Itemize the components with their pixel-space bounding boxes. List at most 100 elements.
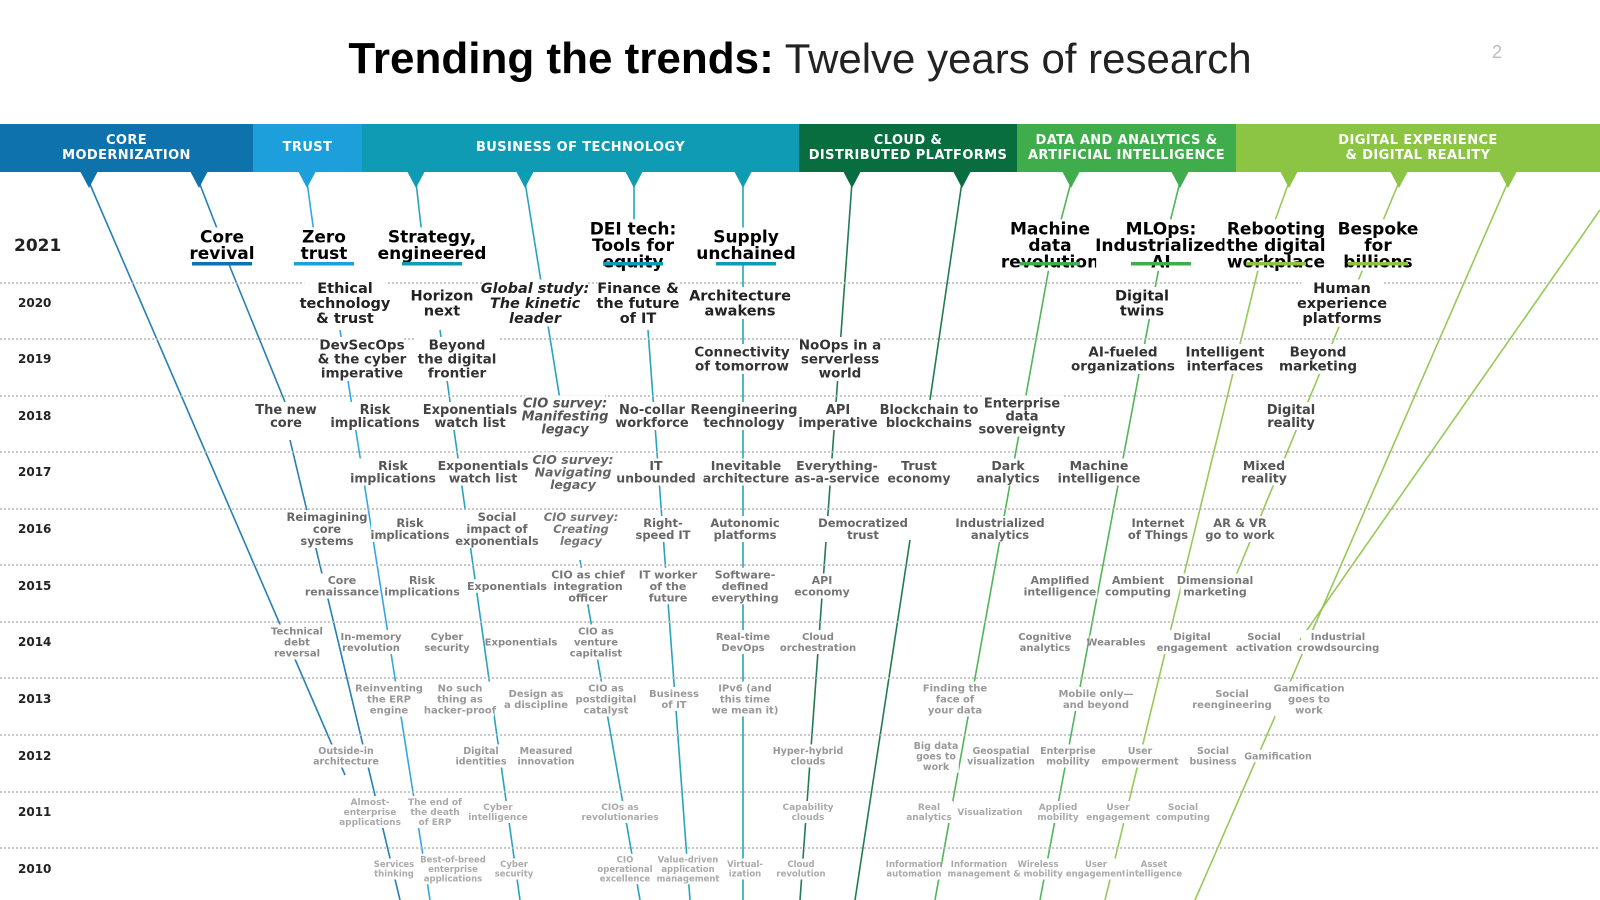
- year-label: 2011: [18, 805, 51, 819]
- label-backdrop: [650, 687, 698, 711]
- trend-label: User empowerment: [1101, 746, 1179, 768]
- label-backdrop: [597, 279, 679, 327]
- label-backdrop: [351, 458, 435, 486]
- trend-label: Machine intelligence: [1058, 458, 1141, 486]
- label-backdrop: [469, 579, 545, 593]
- trend-label: Social business: [1190, 746, 1237, 768]
- category-pointer: [1499, 171, 1517, 188]
- trend-label: Internet of Things: [1128, 516, 1188, 542]
- label-backdrop: [304, 279, 386, 327]
- label-backdrop: [412, 287, 472, 319]
- trend-label: Digital reality: [1267, 403, 1316, 431]
- trend-label: AR & VR go to work: [1205, 516, 1275, 542]
- year-label: 2017: [18, 465, 51, 479]
- trend-label: Outside-in architecture: [313, 746, 379, 768]
- label-backdrop: [458, 510, 536, 548]
- label-backdrop: [415, 337, 499, 381]
- category-label: DATA AND ANALYTICS & ARTIFICIAL INTELLIGE…: [1028, 133, 1225, 163]
- year-label: 2015: [18, 579, 51, 593]
- trend-label: The end of the death of ERP: [408, 798, 462, 828]
- label-backdrop: [781, 630, 855, 654]
- trend-label: Gamification: [1244, 751, 1312, 762]
- label-backdrop: [1070, 858, 1122, 880]
- label-backdrop: [384, 227, 480, 263]
- trend-label: Wearables: [1086, 638, 1145, 649]
- label-backdrop: [904, 801, 954, 823]
- trend-label: Social reengineering: [1192, 689, 1272, 711]
- trend-label: Technical debt reversal: [271, 627, 323, 660]
- label-backdrop: [1089, 635, 1143, 649]
- label-backdrop: [1235, 630, 1293, 654]
- trend-label: IT worker of the future: [639, 568, 698, 604]
- trend-underline: [1348, 262, 1408, 266]
- trend-label: User engagement: [1086, 803, 1150, 823]
- trend-label: Cloud revolution: [776, 860, 825, 880]
- label-backdrop: [781, 801, 835, 823]
- trend-label: Finding the face of your data: [923, 684, 988, 717]
- label-backdrop: [639, 567, 697, 605]
- label-backdrop: [384, 573, 460, 599]
- trend-label: Services thinking: [374, 860, 414, 880]
- trend-label: Geospatial visualization: [967, 746, 1035, 768]
- label-backdrop: [408, 796, 462, 828]
- year-label: 2016: [18, 522, 51, 536]
- label-backdrop: [291, 510, 363, 548]
- trend-label: Reinventing the ERP engine: [355, 684, 423, 717]
- trend-label: Enterprise mobility: [1040, 746, 1096, 768]
- label-backdrop: [486, 635, 556, 649]
- label-backdrop: [188, 227, 256, 263]
- trend-underline: [1020, 262, 1080, 266]
- label-backdrop: [893, 458, 945, 486]
- trend-label: Information management: [948, 860, 1011, 880]
- label-backdrop: [371, 516, 449, 542]
- label-backdrop: [342, 630, 400, 654]
- trend-label: Cognitive analytics: [1018, 632, 1072, 654]
- trend-connector: [934, 261, 1051, 900]
- label-backdrop: [703, 227, 789, 263]
- label-backdrop: [636, 516, 690, 542]
- category-pointer: [80, 171, 98, 188]
- trend-label: Intelligent interfaces: [1185, 345, 1265, 375]
- label-backdrop: [1112, 287, 1172, 319]
- label-backdrop: [691, 287, 789, 319]
- year-label: 2020: [18, 296, 51, 310]
- label-backdrop: [425, 681, 495, 717]
- label-backdrop: [453, 744, 509, 768]
- category-label: DIGITAL EXPERIENCE & DIGITAL REALITY: [1338, 133, 1497, 163]
- category-pointer: [190, 171, 208, 188]
- trend-label: Virtual-ization: [727, 860, 763, 880]
- label-backdrop: [795, 458, 879, 486]
- year-label: 2019: [18, 352, 51, 366]
- trend-label: Digital identities: [456, 746, 507, 768]
- label-backdrop: [524, 395, 606, 437]
- trend-label: Ethical technology & trust: [300, 281, 391, 327]
- category-pointer: [734, 171, 752, 188]
- category-pointer: [953, 171, 971, 188]
- trend-label: Blockchain to blockchains: [880, 403, 979, 431]
- label-backdrop: [567, 624, 625, 660]
- trend-label: Finance & the future of IT: [596, 281, 679, 327]
- year-label: 2018: [18, 409, 51, 423]
- trend-label: Gamification goes to work: [1273, 684, 1344, 717]
- title-bold: Trending the trends:: [348, 34, 774, 83]
- trend-connector: [579, 559, 641, 900]
- trend-label: Risk implications: [350, 458, 436, 486]
- trend-label: Ambient computing: [1105, 574, 1171, 599]
- label-backdrop: [716, 630, 770, 654]
- label-backdrop: [1180, 573, 1250, 599]
- label-backdrop: [696, 344, 788, 374]
- category-band: [1236, 124, 1600, 172]
- trend-label: Core revival: [189, 228, 254, 265]
- label-backdrop: [1158, 801, 1208, 823]
- category-pointer: [298, 171, 316, 188]
- label-backdrop: [951, 858, 1007, 880]
- trend-underline: [294, 262, 354, 266]
- trend-label: Social impact of exponentials: [455, 510, 539, 548]
- trend-labels: Core revival Zero trust Strategy, engineered D…: [188, 219, 1418, 884]
- trend-label: Everything-as-a-service: [794, 458, 879, 486]
- year-label: 2012: [18, 749, 51, 763]
- label-backdrop: [550, 567, 626, 605]
- label-backdrop: [1163, 630, 1221, 654]
- label-backdrop: [581, 801, 659, 823]
